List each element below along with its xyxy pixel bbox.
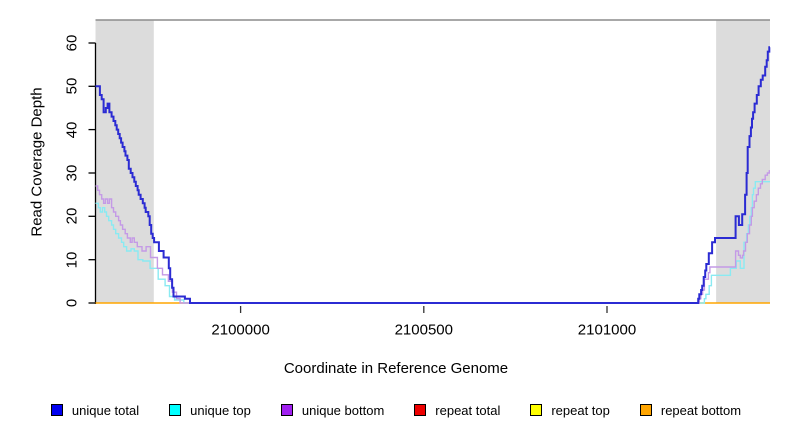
shaded-region-left <box>95 20 154 303</box>
y-tick-label: 0 <box>63 298 81 308</box>
y-tick-label: 20 <box>63 207 81 225</box>
legend-item-repeat-total: repeat total <box>414 403 500 418</box>
legend-label-unique-total: unique total <box>71 402 140 418</box>
y-tick-label: 60 <box>63 34 81 52</box>
legend-item-repeat-bottom: repeat bottom <box>639 402 742 418</box>
y-tick-label: 50 <box>63 77 81 95</box>
series-line-unique-total <box>95 46 771 304</box>
legend-swatch-unique-top <box>169 404 182 416</box>
y-tick-label: 40 <box>63 121 81 138</box>
legend-label-unique-bottom: unique bottom <box>301 402 385 418</box>
x-tick-label: 2101000 <box>577 321 637 339</box>
legend-item-unique-total: unique total <box>50 402 140 418</box>
series-line-unique-top <box>95 181 770 304</box>
legend-label-repeat-top: repeat top <box>551 402 610 418</box>
legend: unique total unique top unique bottom repea… <box>0 399 792 421</box>
series-line-unique-bottom <box>95 170 770 304</box>
legend-swatch-unique-bottom <box>280 404 293 416</box>
legend-label-repeat-bottom: repeat bottom <box>660 402 742 418</box>
y-tick-label: 10 <box>63 251 81 269</box>
x-tick-label: 2100500 <box>394 321 453 339</box>
legend-swatch-repeat-total <box>414 404 427 416</box>
legend-label-unique-top: unique top <box>190 402 251 418</box>
legend-item-unique-top: unique top <box>169 403 251 418</box>
shaded-region-right <box>716 20 770 303</box>
legend-label-repeat-total: repeat total <box>435 402 501 418</box>
x-tick-label: 2100000 <box>211 321 270 339</box>
legend-item-repeat-top: repeat top <box>530 403 610 418</box>
y-tick-label: 30 <box>63 164 81 182</box>
legend-swatch-repeat-top <box>530 404 543 416</box>
y-axis-title: Read Coverage Depth <box>28 87 46 237</box>
x-axis-title: Coordinate in Reference Genome <box>283 360 509 377</box>
legend-item-unique-bottom: unique bottom <box>280 402 385 418</box>
legend-swatch-unique-total <box>50 404 63 416</box>
legend-swatch-repeat-bottom <box>639 404 652 416</box>
